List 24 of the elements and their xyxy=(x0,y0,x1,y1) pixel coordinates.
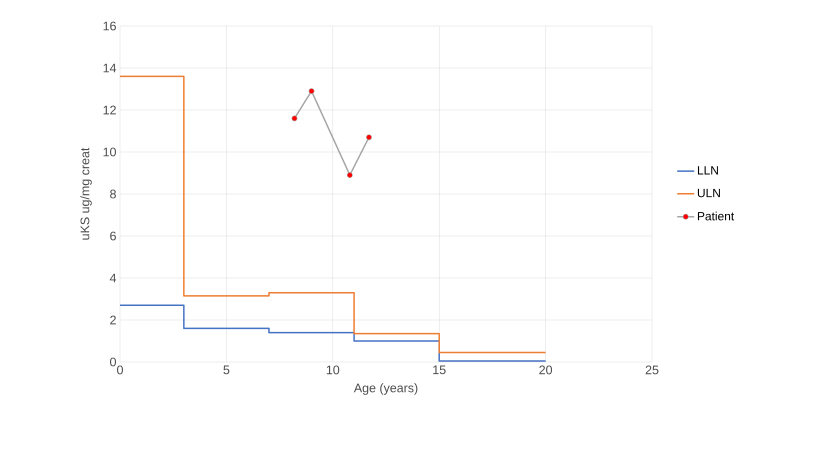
y-tick-label: 8 xyxy=(110,190,116,198)
legend-label: Patient xyxy=(698,212,734,220)
y-tick-label: 16 xyxy=(104,22,116,30)
legend-label: ULN xyxy=(698,188,720,198)
point xyxy=(308,88,314,94)
x-tick-label: 25 xyxy=(646,366,658,374)
x-axis-title: Age (years) xyxy=(354,383,418,395)
point xyxy=(292,115,298,122)
x-tick-label: 5 xyxy=(223,366,230,374)
y-tick-label: 10 xyxy=(104,148,116,156)
point xyxy=(366,134,372,140)
y-tick-label: 14 xyxy=(104,64,116,72)
y-tick-label: 12 xyxy=(104,106,116,114)
x-tick-label: 10 xyxy=(326,366,340,374)
point xyxy=(346,172,353,178)
y-tick-label: 4 xyxy=(110,274,116,282)
y-tick-label: 0 xyxy=(110,358,116,366)
y-tick-label: 2 xyxy=(110,316,116,324)
x-tick-label: 20 xyxy=(539,366,552,374)
y-tick-label: 6 xyxy=(110,232,116,240)
x-tick-label: 0 xyxy=(117,366,123,374)
x-tick-label: 15 xyxy=(433,366,446,374)
legend-label: LLN xyxy=(698,166,718,174)
y-axis-title: uKS ug/mg creat xyxy=(80,148,92,240)
